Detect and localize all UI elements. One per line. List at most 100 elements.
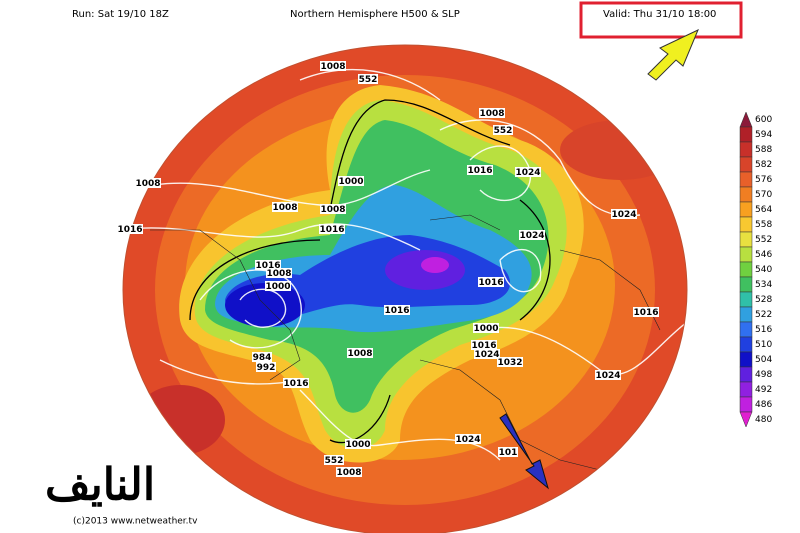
colorbar-label: 522 (755, 310, 772, 320)
contour-label-bg (345, 439, 371, 449)
colorbar-swatch (739, 156, 753, 173)
contour-label: 1024 (611, 210, 636, 220)
contour-label-bg (455, 434, 481, 444)
contour-label-bg (498, 447, 518, 457)
contour-label-bg (252, 352, 272, 362)
colorbar-label: 486 (755, 400, 772, 410)
colorbar: 600 594 588 582 576 570 564 558 552 546 540 534 528 5… (739, 111, 772, 428)
colorbar-label: 552 (755, 235, 772, 245)
contour-label-bg (358, 74, 378, 84)
colorbar-swatch (739, 171, 753, 188)
contour-label: 1008 (479, 109, 504, 119)
colorbar-label: 594 (755, 130, 772, 140)
colorbar-label: 480 (755, 415, 772, 425)
colorbar-label: 570 (755, 190, 772, 200)
contour-label-bg (478, 277, 504, 287)
contour-label: 984 (253, 353, 272, 363)
contour-label: 1000 (345, 440, 370, 450)
contour-label-bg (135, 178, 161, 188)
watermark: النايف (45, 460, 155, 511)
colorbar-swatch (739, 261, 753, 278)
contour-label-bg (117, 224, 143, 234)
colorbar-swatch (739, 216, 753, 233)
contour-label-bg (479, 108, 505, 118)
contour-label-bg (384, 305, 410, 315)
contour-label-bg (633, 307, 659, 317)
colorbar-label: 534 (755, 280, 772, 290)
contour-label-bg (467, 165, 493, 175)
colorbar-label: 546 (755, 250, 772, 260)
contour-label: 1024 (595, 371, 620, 381)
contour-label: 1016 (319, 225, 344, 235)
run-label: Run: Sat 19/10 18Z (72, 9, 169, 20)
contour-label-bg (595, 370, 621, 380)
colorbar-label: 528 (755, 295, 772, 305)
map-outline (122, 44, 688, 533)
contour-label: 1016 (633, 308, 658, 318)
colorbar-swatch (739, 276, 753, 293)
colorbar-swatch (739, 351, 753, 368)
colorbar-swatch (739, 291, 753, 308)
colorbar-swatch (739, 321, 753, 338)
colorbar-label: 558 (755, 220, 772, 230)
contour-label: 1016 (117, 225, 142, 235)
contour-label-bg (474, 349, 500, 359)
contour-label-bg (515, 167, 541, 177)
yellow-arrow (647, 28, 699, 81)
contour-label-bg (272, 202, 298, 212)
contour-label: 1008 (336, 468, 361, 478)
colorbar-swatch (739, 111, 753, 128)
map-title: Northern Hemisphere H500 & SLP (290, 9, 460, 20)
contour-label: 992 (257, 363, 276, 373)
hemisphere-map (123, 45, 687, 533)
contour-label: 1016 (467, 166, 492, 176)
colorbar-label: 576 (755, 175, 772, 185)
contour-label-bg (338, 176, 364, 186)
colorbar-label: 510 (755, 340, 772, 350)
contour-label-bg (497, 357, 523, 367)
colorbar-swatch (739, 231, 753, 248)
colorbar-label: 588 (755, 145, 772, 155)
colorbar-label: 516 (755, 325, 772, 335)
colorbar-label: 582 (755, 160, 772, 170)
contour-label-bg (255, 260, 281, 270)
colorbar-swatch (739, 396, 753, 413)
contour-label: 1016 (471, 341, 496, 351)
colorbar-label: 492 (755, 385, 772, 395)
contour-label: 552 (359, 75, 378, 85)
contour-label: 101 (499, 448, 518, 458)
colorbar-label: 600 (755, 115, 772, 125)
contour-label-bg (324, 455, 344, 465)
contour-label-bg (347, 348, 373, 358)
contour-label: 1032 (497, 358, 522, 368)
contour-label: 1000 (338, 177, 363, 187)
blue-arrow (499, 413, 549, 490)
contour-label: 1024 (455, 435, 480, 445)
contour-label: 1008 (320, 62, 345, 72)
contour-label-bg (519, 230, 545, 240)
contour-label-bg (283, 378, 309, 388)
contour-label-bg (266, 268, 292, 278)
contour-label-bg (265, 281, 291, 291)
colorbar-swatch (739, 201, 753, 218)
contour-label-bg (256, 362, 276, 372)
colorbar-label: 498 (755, 370, 772, 380)
contour-label: 1008 (272, 203, 297, 213)
colorbar-swatch (739, 186, 753, 203)
contour-label-bg (471, 340, 497, 350)
colorbar-swatch (739, 306, 753, 323)
contour-label-bg (473, 323, 499, 333)
contour-label: 1024 (519, 231, 544, 241)
contour-label: 1008 (320, 205, 345, 215)
contour-label: 1016 (283, 379, 308, 389)
contour-label: 1024 (515, 168, 540, 178)
colorbar-label: 540 (755, 265, 772, 275)
colorbar-label: 564 (755, 205, 772, 215)
contour-label: 1000 (473, 324, 498, 334)
contour-label-bg (320, 61, 346, 71)
contour-label: 1024 (474, 350, 499, 360)
contour-label: 1008 (135, 179, 160, 189)
colorbar-swatch (739, 366, 753, 383)
contour-label: 1008 (347, 349, 372, 359)
